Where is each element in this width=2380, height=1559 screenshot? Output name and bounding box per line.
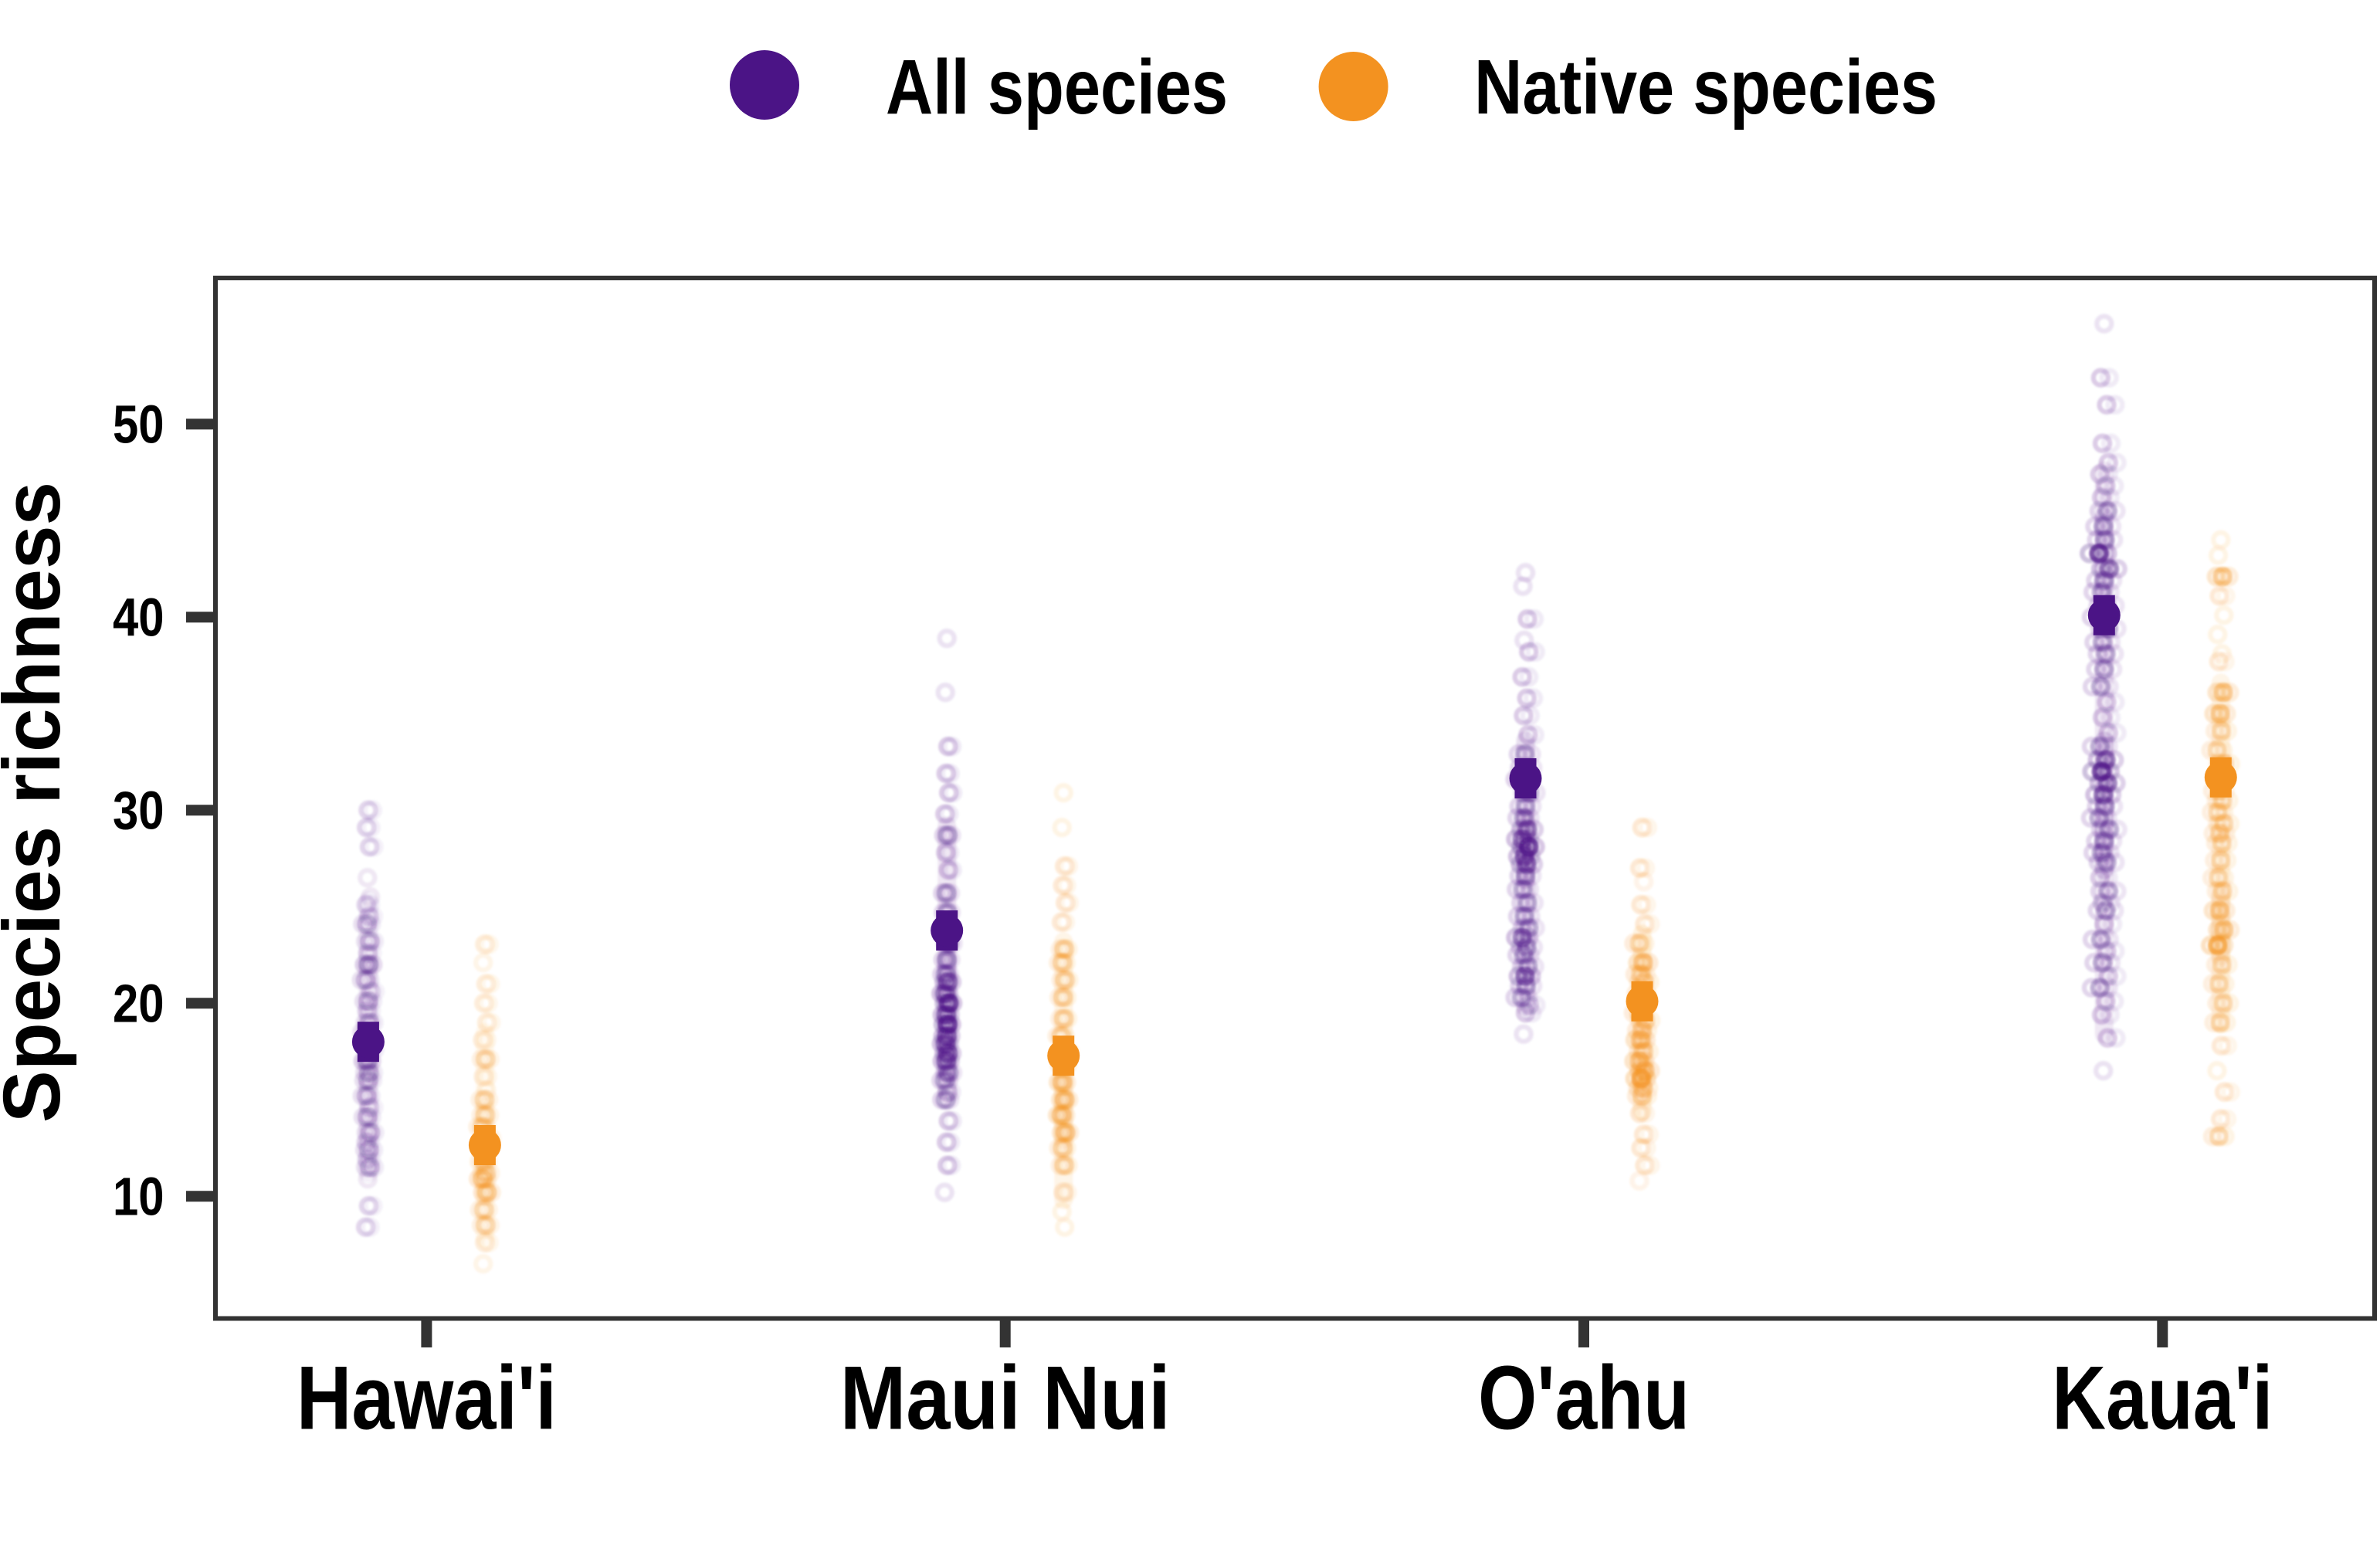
svg-text:30: 30 — [113, 780, 164, 840]
svg-text:50: 50 — [113, 394, 164, 454]
svg-text:10: 10 — [113, 1166, 164, 1226]
svg-text:Native species: Native species — [1474, 44, 1938, 130]
svg-text:20: 20 — [113, 973, 164, 1033]
svg-text:O'ahu: O'ahu — [1478, 1347, 1690, 1449]
svg-text:Kaua'i: Kaua'i — [2052, 1347, 2273, 1449]
svg-text:40: 40 — [113, 587, 164, 647]
svg-text:Maui Nui: Maui Nui — [840, 1347, 1171, 1449]
svg-text:Hawai'i: Hawai'i — [297, 1347, 557, 1449]
svg-text:All species: All species — [886, 44, 1228, 130]
svg-text:Species richness: Species richness — [0, 482, 77, 1123]
